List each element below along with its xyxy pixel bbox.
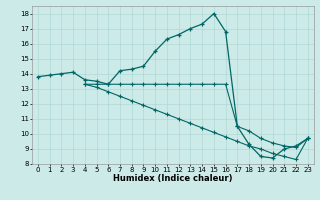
X-axis label: Humidex (Indice chaleur): Humidex (Indice chaleur) — [113, 174, 233, 183]
